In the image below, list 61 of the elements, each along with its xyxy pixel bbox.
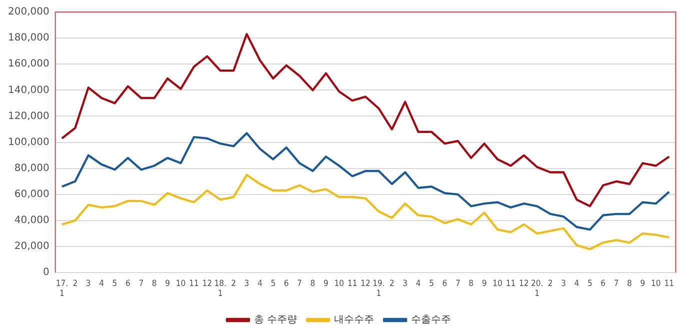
x-tick-label: 6: [284, 278, 289, 289]
y-tick-label: 180,000: [8, 32, 50, 44]
y-tick-label: 0: [42, 267, 50, 278]
x-tick-label: 5: [270, 278, 276, 289]
x-tick-label: 6: [126, 278, 131, 289]
x-tick-label: 4: [574, 278, 580, 289]
y-tick-label: 80,000: [14, 162, 50, 174]
x-tick-label: 9: [482, 278, 487, 289]
x-tick-label: 4: [257, 278, 262, 289]
x-tick-label: 3: [561, 278, 566, 289]
y-tick-label: 20,000: [14, 241, 50, 252]
x-tick-label: 3: [402, 278, 408, 289]
x-tick-label: 11: [347, 278, 358, 289]
x-tick-label: 2: [72, 278, 78, 289]
x-tick-label: 8: [468, 278, 474, 289]
x-tick-label: 7: [455, 278, 460, 289]
x-tick-label: 9: [165, 278, 170, 289]
x-tick-label: 5: [587, 278, 592, 289]
x-tick-label: 7: [297, 278, 302, 289]
x-tick-label: 12: [202, 278, 212, 289]
x-tick-label: 10: [492, 278, 503, 289]
x-tick-label: 5: [429, 278, 434, 289]
x-tick-label: 10: [334, 278, 344, 289]
x-tick-label: 18. 1: [214, 278, 226, 300]
x-tick-label: 2: [389, 278, 394, 289]
x-tick-label: 17. 1: [56, 278, 68, 300]
x-tick-label: 7: [138, 278, 144, 289]
x-tick-label: 11: [506, 278, 516, 289]
x-tick-label: 20. 1: [531, 278, 544, 300]
x-tick-label: 10: [651, 278, 661, 289]
y-tick-label: 40,000: [14, 215, 50, 226]
x-tick-label: 7: [614, 278, 619, 289]
x-tick-label: 5: [112, 278, 118, 289]
y-tick-label: 160,000: [8, 58, 50, 70]
x-tick-label: 12: [360, 278, 371, 289]
y-tick-label: 100,000: [8, 136, 50, 148]
x-tick-label: 6: [600, 278, 606, 289]
x-tick-label: 11: [664, 278, 674, 289]
legend-label: 수출수주: [411, 314, 452, 326]
x-tick-label: 11: [189, 278, 199, 289]
x-tick-label: 8: [627, 278, 632, 289]
legend-label: 총 수주량: [254, 314, 298, 326]
x-tick-label: 8: [310, 278, 316, 289]
x-tick-label: 2: [548, 278, 553, 289]
x-tick-label: 6: [442, 278, 448, 289]
y-tick-label: 60,000: [14, 189, 50, 200]
x-tick-label: 3: [86, 278, 91, 289]
y-tick-label: 120,000: [8, 110, 50, 122]
x-tick-label: 8: [152, 278, 157, 289]
x-tick-label: 10: [176, 278, 186, 289]
x-tick-label: 9: [323, 278, 328, 289]
x-tick-label: 4: [416, 278, 421, 289]
legend-label: 내수수주: [334, 314, 374, 326]
x-tick-label: 9: [640, 278, 646, 289]
y-tick-label: 200,000: [8, 6, 50, 18]
x-tick-label: 12: [519, 278, 529, 289]
y-tick-label: 140,000: [8, 84, 50, 96]
x-tick-label: 3: [244, 278, 250, 289]
x-tick-label: 4: [99, 278, 104, 289]
x-tick-label: 2: [231, 278, 236, 289]
x-tick-label: 19. 1: [372, 278, 385, 300]
